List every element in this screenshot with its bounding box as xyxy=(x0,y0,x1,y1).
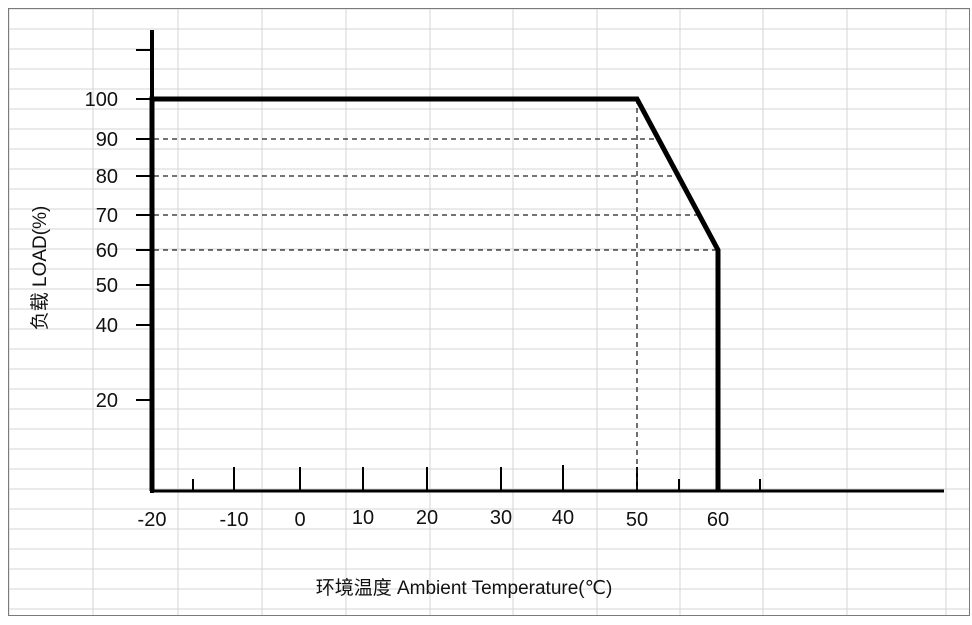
y-tick-label: 70 xyxy=(96,205,118,227)
y-axis-label: 负载 LOAD(%) xyxy=(29,206,51,331)
derating-series-line xyxy=(149,96,721,491)
y-tick-label: 40 xyxy=(96,315,118,337)
y-tick-label: 80 xyxy=(96,166,118,188)
x-tick-labels: -20 -10 0 10 20 30 40 50 60 xyxy=(138,507,730,531)
spreadsheet-gridlines xyxy=(8,8,969,615)
x-tick-label: -10 xyxy=(220,509,249,531)
x-tick-label: 30 xyxy=(490,507,512,529)
x-tick-label: 40 xyxy=(552,507,574,529)
x-axis-label: 环境温度 Ambient Temperature(℃) xyxy=(316,577,613,599)
x-tick-label: 0 xyxy=(294,509,305,531)
reference-lines xyxy=(154,99,720,491)
x-tick-label: -20 xyxy=(138,509,167,531)
x-tick-label: 20 xyxy=(416,507,438,529)
y-tick-label: 20 xyxy=(96,390,118,412)
y-tick-label: 90 xyxy=(96,129,118,151)
axis-ticks xyxy=(136,49,761,491)
x-tick-label: 50 xyxy=(626,509,648,531)
y-tick-labels: 20 40 50 60 70 80 90 100 xyxy=(85,89,118,412)
x-tick-label: 60 xyxy=(707,509,729,531)
y-tick-label: 60 xyxy=(96,240,118,262)
y-tick-label: 100 xyxy=(85,89,118,111)
derating-curve xyxy=(149,96,721,491)
y-tick-label: 50 xyxy=(96,275,118,297)
x-tick-label: 10 xyxy=(352,507,374,529)
